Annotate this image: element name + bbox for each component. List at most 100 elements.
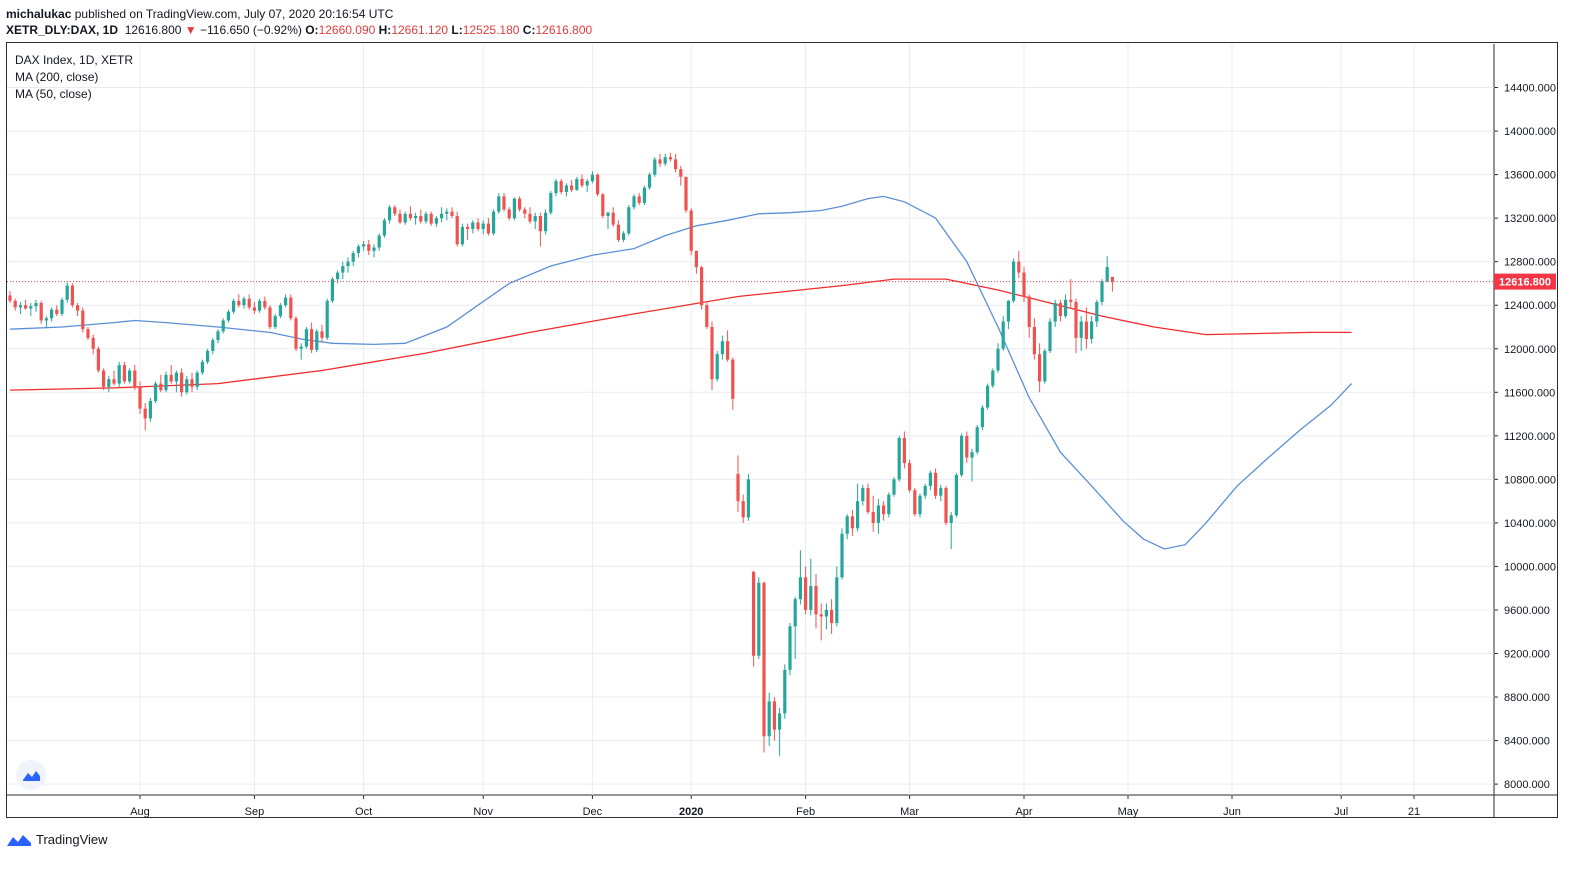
candle-body (939, 488, 943, 496)
candle-body (975, 427, 979, 453)
candle-body (278, 305, 282, 317)
candle-body (91, 337, 95, 349)
candle (216, 329, 220, 344)
candle-body (934, 472, 938, 496)
candle (887, 492, 891, 518)
y-tick-label: 8400.000 (1504, 736, 1550, 748)
symbol-label: XETR_DLY:DAX, 1D (6, 23, 119, 37)
candle-body (762, 582, 766, 737)
candle-body (1001, 321, 1005, 349)
candle (408, 206, 412, 221)
candle (65, 282, 69, 304)
candle (726, 330, 730, 362)
candle (164, 371, 168, 393)
candle-body (180, 372, 184, 393)
ma200-path (9, 278, 1352, 391)
candle (913, 488, 917, 517)
candle-body (689, 210, 693, 251)
candle (382, 218, 386, 238)
candle-body (398, 213, 402, 223)
candle-body (585, 181, 589, 186)
chart-frame[interactable] (6, 42, 1558, 818)
candle (679, 165, 683, 186)
candle-body (466, 226, 470, 230)
tradingview-logo[interactable]: TradingView (6, 832, 108, 847)
candle-body (247, 298, 251, 308)
candle (1100, 279, 1104, 306)
candle-body (341, 266, 345, 273)
candle-body (356, 246, 360, 253)
candle-body (767, 701, 771, 737)
candle-body (429, 213, 433, 224)
candle (39, 300, 43, 324)
candle-body (60, 299, 64, 314)
candle (928, 470, 932, 491)
candle-body (793, 599, 797, 627)
candle-body (122, 365, 126, 382)
candle (986, 383, 990, 410)
candle (694, 250, 698, 274)
candle (221, 318, 225, 334)
candle (960, 433, 964, 478)
candle (377, 233, 381, 251)
candle (533, 212, 537, 230)
candle-body (351, 252, 355, 262)
candle-body (913, 490, 917, 515)
candle-body (523, 209, 527, 214)
candle (736, 455, 740, 513)
candle-body (809, 586, 813, 610)
candle-body (481, 223, 485, 230)
candle-body (908, 463, 912, 491)
candle (585, 178, 589, 193)
candle (559, 178, 563, 195)
candle (440, 207, 444, 223)
candle-body (674, 159, 678, 170)
candle (606, 211, 610, 230)
low-label: L: (451, 23, 463, 37)
y-tick-label: 14400.000 (1504, 83, 1556, 95)
candle-body (648, 174, 652, 188)
candle-body (627, 207, 631, 234)
candle-body (559, 181, 563, 193)
candle (876, 498, 880, 534)
candles (8, 152, 1114, 756)
candle (492, 209, 496, 236)
candle-body (138, 386, 142, 409)
x-tick-label: Oct (355, 806, 372, 818)
candle-body (216, 331, 220, 341)
tradingview-float-icon[interactable] (16, 760, 46, 790)
grid (7, 44, 1557, 817)
candle-body (528, 213, 532, 222)
candle-body (325, 300, 329, 338)
candle (970, 448, 974, 482)
legend-ma200: MA (200, close) (15, 70, 99, 84)
candle (830, 599, 834, 634)
candle-body (460, 226, 464, 245)
candle-body (564, 185, 568, 193)
legend-ma50: MA (50, close) (15, 87, 92, 101)
candle (195, 370, 199, 391)
candle-body (486, 223, 490, 234)
candle (34, 299, 38, 312)
y-tick-label: 8000.000 (1504, 779, 1550, 791)
candle (882, 501, 886, 521)
close-value: 12616.800 (535, 23, 593, 37)
candle-body (642, 187, 646, 203)
candle-body (668, 157, 672, 160)
candle (315, 329, 319, 353)
candle-body (752, 571, 756, 656)
candle-body (237, 300, 241, 306)
candle (252, 301, 256, 314)
candle-body (242, 298, 246, 306)
candle (466, 223, 470, 240)
candle-body (445, 211, 449, 214)
candle-body (991, 370, 995, 386)
candle-body (1027, 296, 1031, 327)
candle-body (715, 354, 719, 380)
candle (684, 176, 688, 213)
candle (596, 173, 600, 197)
candle (518, 196, 522, 212)
y-tick-label: 13200.000 (1504, 213, 1556, 225)
candle (232, 298, 236, 314)
